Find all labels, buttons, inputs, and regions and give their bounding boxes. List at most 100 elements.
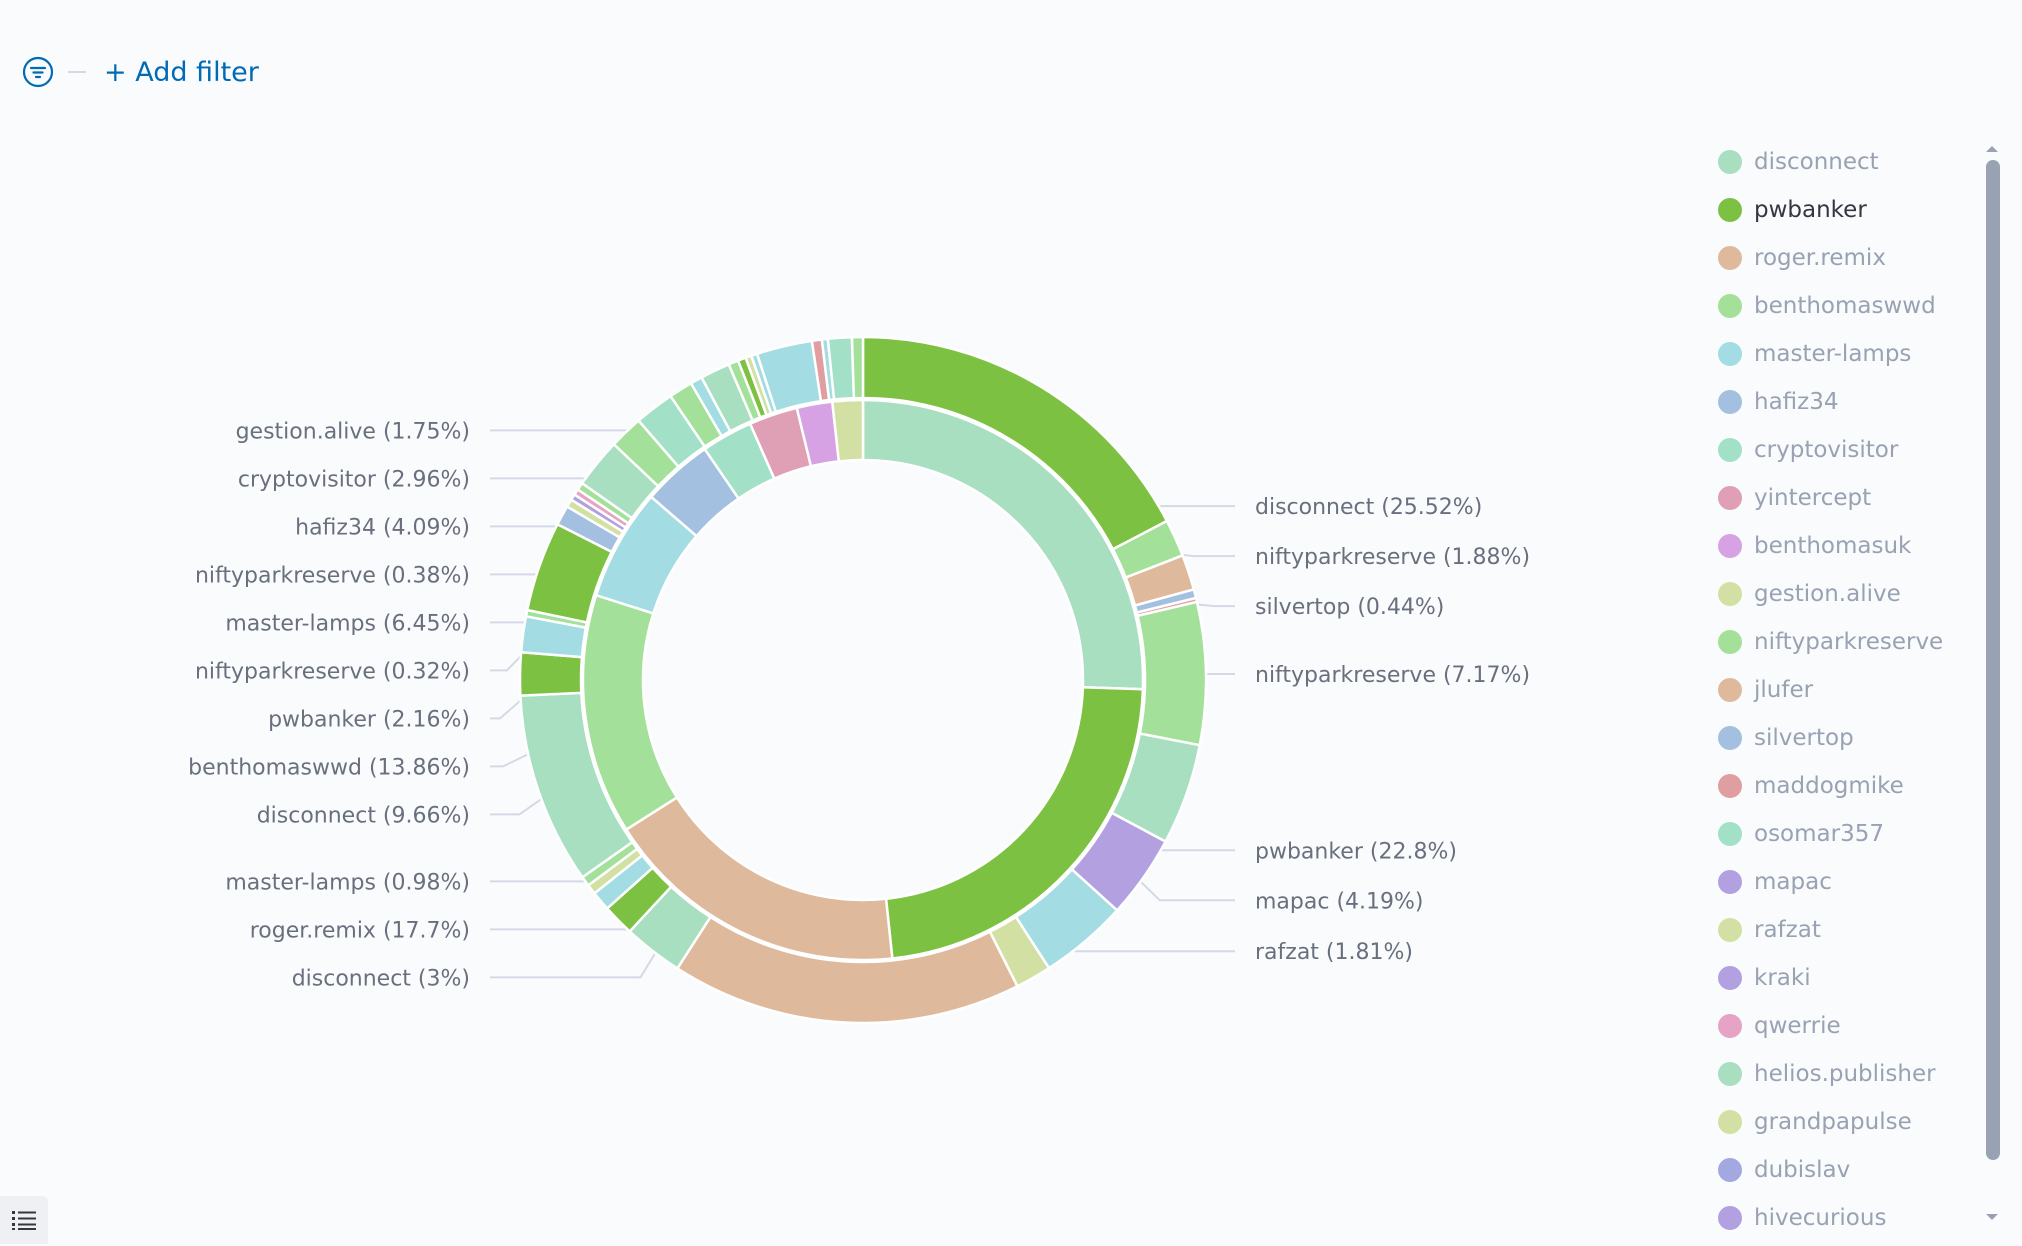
- outer-slice-niftyparkreserve[interactable]: [1136, 600, 1208, 747]
- legend-item-mapac[interactable]: mapac: [1718, 858, 1968, 906]
- slice-label: pwbanker (22.8%): [1255, 839, 1457, 864]
- legend-item-osomar357[interactable]: osomar357: [1718, 810, 1968, 858]
- legend-swatch-icon: [1718, 1062, 1742, 1086]
- legend-item-yintercept[interactable]: yintercept: [1718, 474, 1968, 522]
- legend-item-benthomasuk[interactable]: benthomasuk: [1718, 522, 1968, 570]
- inner-slice-gestion.alive[interactable]: [830, 398, 865, 463]
- inner-ring: [581, 398, 1145, 962]
- legend-swatch-icon: [1718, 150, 1742, 174]
- slice-label: rafzat (1.81%): [1255, 940, 1413, 965]
- legend-item-jlufer[interactable]: jlufer: [1718, 666, 1968, 714]
- slice-label: niftyparkreserve (0.38%): [195, 563, 470, 588]
- legend-item-master-lamps[interactable]: master-lamps: [1718, 330, 1968, 378]
- legend-swatch-icon: [1718, 966, 1742, 990]
- legend-item-maddogmike[interactable]: maddogmike: [1718, 762, 1968, 810]
- legend-label: grandpapulse: [1754, 1109, 1912, 1135]
- outer-slice-niftyparkreserve[interactable]: [850, 335, 865, 400]
- legend-item-helios.publisher[interactable]: helios.publisher: [1718, 1050, 1968, 1098]
- donut-chart: disconnect (25.52%) niftyparkreserve (1.8…: [188, 335, 1530, 1025]
- slice-label: niftyparkreserve (1.88%): [1255, 545, 1530, 570]
- legend-label: disconnect: [1754, 149, 1879, 175]
- legend-item-roger.remix[interactable]: roger.remix: [1718, 234, 1968, 282]
- legend-scrollbar[interactable]: [1984, 142, 2002, 1242]
- legend-label: pwbanker: [1754, 197, 1867, 223]
- legend-item-qwerrie[interactable]: qwerrie: [1718, 1002, 1968, 1050]
- legend-item-hafiz34[interactable]: hafiz34: [1718, 378, 1968, 426]
- legend-label: roger.remix: [1754, 245, 1886, 271]
- scroll-down-arrow-icon[interactable]: [1986, 1214, 1998, 1220]
- legend-swatch-icon: [1718, 1014, 1742, 1038]
- legend-item-rafzat[interactable]: rafzat: [1718, 906, 1968, 954]
- legend-item-niftyparkreserve[interactable]: niftyparkreserve: [1718, 618, 1968, 666]
- legend-item-dubislav[interactable]: dubislav: [1718, 1146, 1968, 1194]
- legend-label: dubislav: [1754, 1157, 1851, 1183]
- slice-labels: disconnect (25.52%) niftyparkreserve (1.8…: [188, 419, 1530, 991]
- legend-swatch-icon: [1718, 246, 1742, 270]
- legend-label: benthomaswwd: [1754, 293, 1936, 319]
- filter-icon[interactable]: [22, 56, 54, 88]
- legend-swatch-icon: [1718, 774, 1742, 798]
- slice-label: benthomaswwd (13.86%): [188, 755, 470, 780]
- filter-bar: + Add filter: [22, 52, 259, 92]
- legend-swatch-icon: [1718, 918, 1742, 942]
- legend-label: kraki: [1754, 965, 1811, 991]
- filter-divider: [68, 71, 86, 73]
- legend-swatch-icon: [1718, 534, 1742, 558]
- slice-label: disconnect (9.66%): [257, 803, 470, 828]
- legend-swatch-icon: [1718, 342, 1742, 366]
- legend-label: benthomasuk: [1754, 533, 1912, 559]
- legend-item-pwbanker[interactable]: pwbanker: [1718, 186, 1968, 234]
- slice-label: master-lamps (0.98%): [225, 870, 470, 895]
- legend: disconnect pwbanker roger.remix benthomasww…: [1718, 138, 1968, 1242]
- slice-label: disconnect (3%): [292, 966, 470, 991]
- legend-swatch-icon: [1718, 678, 1742, 702]
- legend-label: niftyparkreserve: [1754, 629, 1944, 655]
- outer-slice-pwbanker[interactable]: [518, 650, 584, 697]
- outer-ring: [518, 335, 1208, 1025]
- legend-label: cryptovisitor: [1754, 437, 1899, 463]
- slice-label: niftyparkreserve (0.32%): [195, 659, 470, 684]
- list-icon: [12, 1211, 36, 1230]
- legend-swatch-icon: [1718, 486, 1742, 510]
- slice-label: cryptovisitor (2.96%): [238, 467, 470, 492]
- slice-label: pwbanker (2.16%): [268, 707, 470, 732]
- slice-label: gestion.alive (1.75%): [236, 419, 470, 444]
- legend-swatch-icon: [1718, 1158, 1742, 1182]
- legend-swatch-icon: [1718, 1206, 1742, 1230]
- scroll-up-arrow-icon[interactable]: [1986, 146, 1998, 152]
- slice-label: disconnect (25.52%): [1255, 495, 1482, 520]
- legend-label: maddogmike: [1754, 773, 1904, 799]
- slice-label: mapac (4.19%): [1255, 889, 1424, 914]
- legend-label: hafiz34: [1754, 389, 1839, 415]
- legend-item-silvertop[interactable]: silvertop: [1718, 714, 1968, 762]
- legend-label: helios.publisher: [1754, 1061, 1936, 1087]
- add-filter-button[interactable]: + Add filter: [104, 56, 259, 88]
- legend-item-disconnect[interactable]: disconnect: [1718, 138, 1968, 186]
- legend-swatch-icon: [1718, 198, 1742, 222]
- legend-label: hivecurious: [1754, 1205, 1887, 1231]
- legend-item-grandpapulse[interactable]: grandpapulse: [1718, 1098, 1968, 1146]
- legend-item-benthomaswwd[interactable]: benthomaswwd: [1718, 282, 1968, 330]
- legend-item-kraki[interactable]: kraki: [1718, 954, 1968, 1002]
- slice-label: master-lamps (6.45%): [225, 611, 470, 636]
- legend-item-cryptovisitor[interactable]: cryptovisitor: [1718, 426, 1968, 474]
- legend-label: yintercept: [1754, 485, 1872, 511]
- legend-label: qwerrie: [1754, 1013, 1841, 1039]
- legend-label: gestion.alive: [1754, 581, 1901, 607]
- legend-toggle-button[interactable]: [0, 1196, 48, 1244]
- legend-swatch-icon: [1718, 390, 1742, 414]
- legend-label: osomar357: [1754, 821, 1884, 847]
- slice-label: hafiz34 (4.09%): [295, 515, 470, 540]
- legend-swatch-icon: [1718, 726, 1742, 750]
- legend-swatch-icon: [1718, 582, 1742, 606]
- scrollbar-thumb[interactable]: [1986, 160, 2000, 1160]
- legend-swatch-icon: [1718, 294, 1742, 318]
- legend-swatch-icon: [1718, 630, 1742, 654]
- legend-label: mapac: [1754, 869, 1832, 895]
- legend-label: rafzat: [1754, 917, 1821, 943]
- legend-swatch-icon: [1718, 822, 1742, 846]
- legend-item-gestion.alive[interactable]: gestion.alive: [1718, 570, 1968, 618]
- slice-label: niftyparkreserve (7.17%): [1255, 663, 1530, 688]
- legend-swatch-icon: [1718, 1110, 1742, 1134]
- legend-item-hivecurious[interactable]: hivecurious: [1718, 1194, 1968, 1242]
